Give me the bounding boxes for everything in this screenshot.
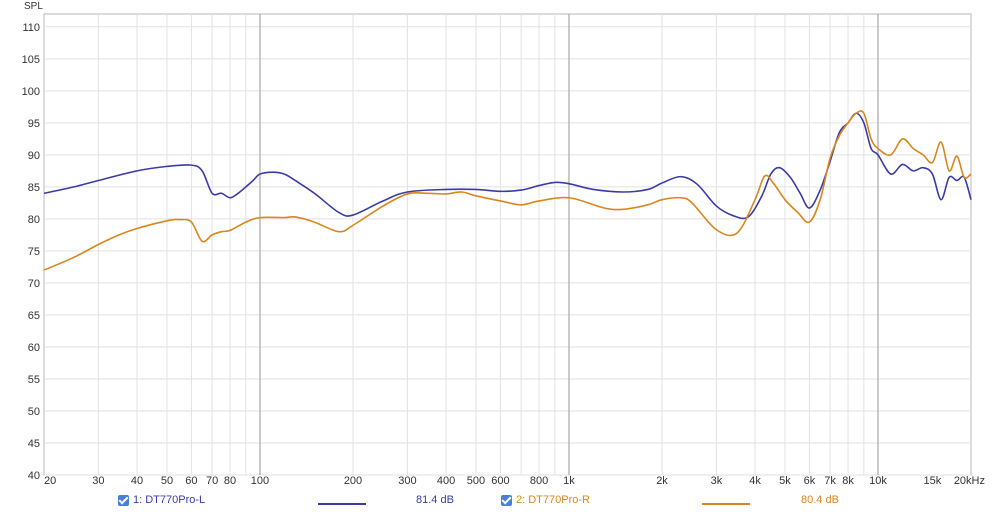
x-tick-label: 200 [344,475,362,487]
y-tick-label: 105 [22,54,40,66]
legend-swatch-left [318,503,366,505]
legend-label-right: 2: DT770Pro-R [516,494,590,506]
frequency-response-chart: 40 45 50 55 60 65 70 75 80 85 90 95 100 105 110 20 30 40… [22,1,985,487]
x-tick-label: 60 [185,475,197,487]
legend-item-right[interactable]: 2: DT770Pro-R [501,494,590,506]
x-tick-label: 40 [131,475,143,487]
x-axis-tick-labels: 20 30 40 50 60 70 80 100 200 300 400 500 600 800 1k 2k 3… [44,475,985,487]
x-tick-label: 300 [398,475,416,487]
x-tick-label: 2k [656,475,668,487]
series-line-left [43,112,972,220]
legend-swatch-right [702,503,750,505]
y-tick-label: 70 [28,278,40,290]
legend-item-left[interactable]: 1: DT770Pro-L [118,494,205,506]
series-line-right [43,110,972,271]
y-tick-label: 55 [28,374,40,386]
x-tick-label: 20 [44,475,56,487]
x-tick-label: 70 [206,475,218,487]
y-axis-tick-labels: 40 45 50 55 60 65 70 75 80 85 90 95 100 105 110 [22,22,40,482]
checkbox-icon[interactable] [118,494,129,506]
x-tick-label: 500 [467,475,485,487]
x-tick-label: 10k [869,475,887,487]
legend-value-left: 81.4 dB [416,494,454,506]
y-tick-label: 45 [28,438,40,450]
legend-value-right: 80.4 dB [801,494,839,506]
major-gridlines [259,14,879,475]
x-tick-label: 8k [842,475,854,487]
y-tick-label: 110 [22,22,40,34]
plot-area [43,13,972,476]
x-tick-label: 80 [224,475,236,487]
x-tick-label: 7k [824,475,836,487]
y-tick-label: 40 [28,470,40,482]
legend-label-left: 1: DT770Pro-L [133,494,206,506]
x-tick-label: 400 [437,475,455,487]
minor-gridlines [44,14,971,476]
y-tick-label: 90 [28,150,40,162]
y-tick-label: 95 [28,118,40,130]
x-tick-label: 6k [804,475,816,487]
legend: 1: DT770Pro-L 81.4 dB 2: DT770Pro-R 80.4… [0,488,992,516]
x-tick-label: 100 [251,475,269,487]
checkbox-icon[interactable] [501,494,512,506]
x-tick-label: 800 [530,475,548,487]
x-tick-label: 15k [924,475,942,487]
y-tick-label: 75 [28,246,40,258]
y-axis-title: SPL [24,1,43,12]
y-tick-label: 80 [28,214,40,226]
x-tick-label: 600 [491,475,509,487]
series-lines [43,110,972,271]
x-tick-label: 20kHz [954,475,985,487]
x-tick-label: 30 [92,475,104,487]
x-tick-label: 4k [749,475,761,487]
y-tick-label: 100 [22,86,40,98]
y-tick-label: 60 [28,342,40,354]
y-tick-label: 65 [28,310,40,322]
x-tick-label: 3k [711,475,723,487]
x-tick-label: 1k [563,475,575,487]
y-tick-label: 85 [28,182,40,194]
x-tick-label: 50 [161,475,173,487]
x-tick-label: 5k [779,475,791,487]
y-tick-label: 50 [28,406,40,418]
